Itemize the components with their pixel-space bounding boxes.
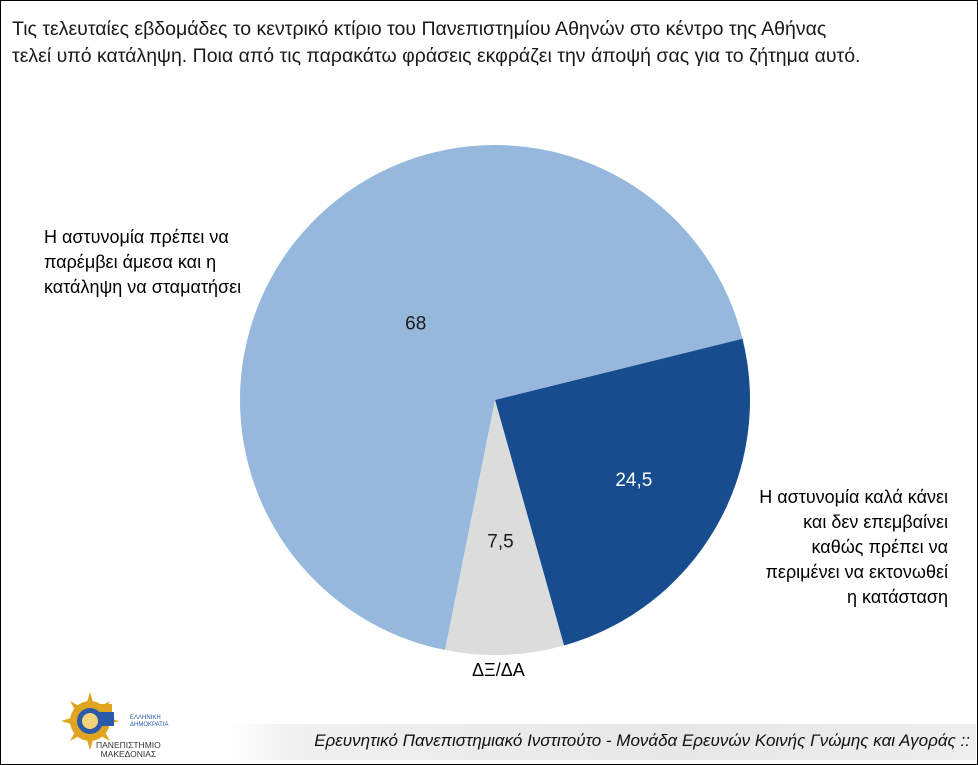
pie-slice-no-intervention (495, 338, 750, 646)
question-line-1: Τις τελευταίες εβδομάδες το κεντρικό κτί… (12, 18, 827, 40)
legend-label-line: η κατάσταση (847, 587, 948, 607)
legend-label-line: και δεν επεμβαίνει (803, 512, 948, 532)
pie-slice-intervene (240, 145, 743, 651)
legend-label-dk-na: ΔΞ/ΔΑ (472, 660, 525, 680)
legend-label-no-intervention: Η αστυνομία καλά κάνει και δεν επεμβαίνε… (759, 485, 948, 610)
pie-value-label-intervene: 68 (405, 313, 426, 334)
footer-bar (230, 724, 976, 760)
legend-label-line: καθώς πρέπει να (811, 537, 948, 557)
legend-label-line: Η αστυνομία καλά κάνει (759, 487, 948, 507)
pie-slice-dk-na (445, 400, 565, 656)
logo-small-text-1: ΕΛΛΗΝΙΚΗ (130, 715, 161, 721)
question-text: Τις τελευταίες εβδομάδες το κεντρικό κτί… (12, 16, 972, 70)
legend-label-intervene: Η αστυνομία πρέπει να παρέμβει άμεσα και… (44, 225, 241, 300)
legend-label-line: περιμένει να εκτονωθεί (765, 562, 949, 582)
university-name-line-2: ΜΑΚΕΔΟΝΙΑΣ (100, 749, 157, 759)
legend-label-line: Η αστυνομία πρέπει να (44, 227, 229, 247)
legend-label-line: κατάληψη να σταματήσει (44, 277, 242, 297)
question-line-2: τελεί υπό κατάληψη. Ποια από τις παρακάτ… (12, 45, 861, 67)
university-logo-icon: ΕΛΛΗΝΙΚΗ ΔΗΜΟΚΡΑΤΙΑ (61, 692, 168, 750)
legend-label-line: παρέμβει άμεσα και η (44, 252, 217, 272)
pie-value-label-dk-na: 7,5 (487, 532, 513, 553)
university-name-line-1: ΠΑΝΕΠΙΣΤΗΜΙΟ (96, 740, 161, 750)
pie-value-label-no-intervention: 24,5 (615, 470, 652, 491)
footer-text: Ερευνητικό Πανεπιστημιακό Ινστιτούτο - Μ… (314, 731, 970, 750)
university-name: ΠΑΝΕΠΙΣΤΗΜΙΟ ΜΑΚΕΔΟΝΙΑΣ (96, 741, 161, 759)
logo-small-text-2: ΔΗΜΟΚΡΑΤΙΑ (130, 722, 168, 728)
